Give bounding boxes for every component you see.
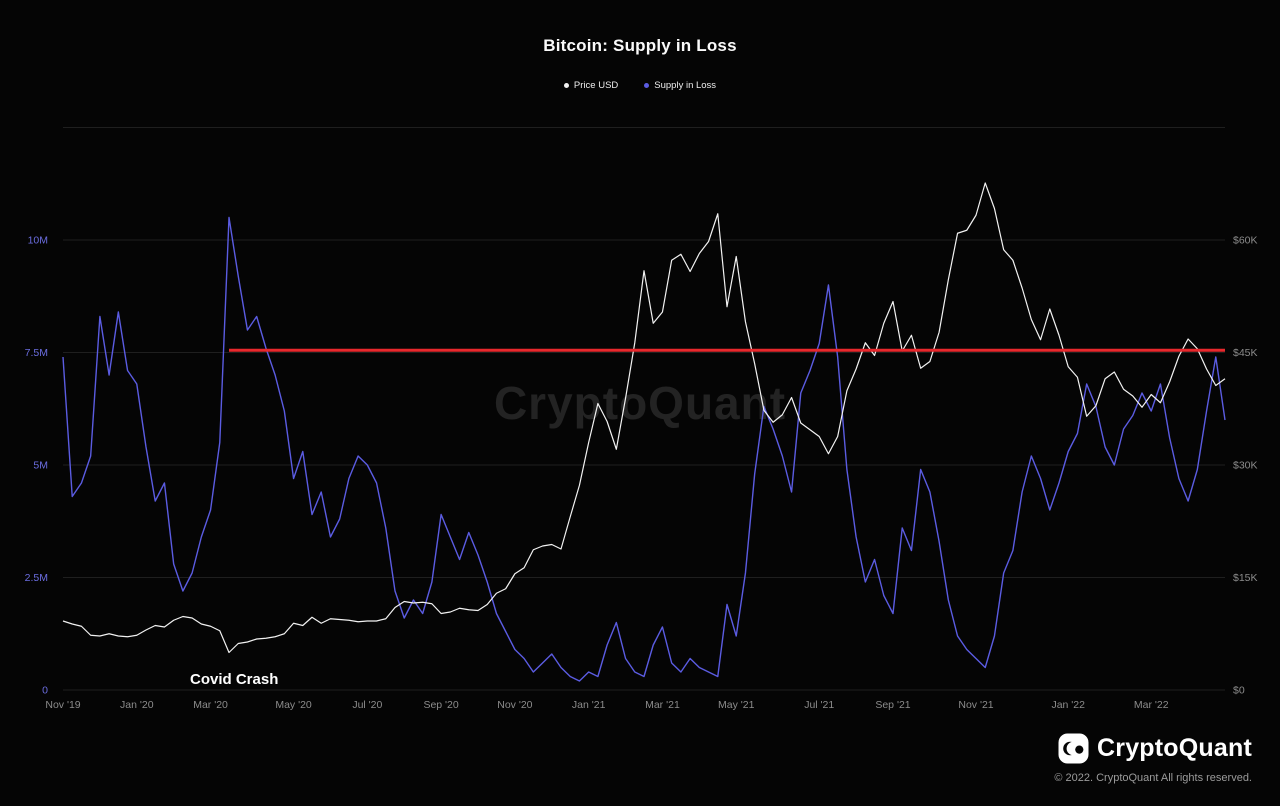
x-axis-label: Jan '20 <box>120 699 154 711</box>
y-axis-right-label: $30K <box>1233 460 1258 472</box>
y-axis-right-label: $45K <box>1233 347 1258 359</box>
x-axis-label: Mar '21 <box>645 699 680 711</box>
x-axis-label: Jan '21 <box>572 699 606 711</box>
x-axis-label: Nov '21 <box>958 699 993 711</box>
footer-brand: CryptoQuant <box>1058 733 1252 764</box>
covid-crash-annotation: Covid Crash <box>190 671 279 688</box>
price-series-dot-icon <box>563 83 569 88</box>
y-axis-left-label: 0 <box>42 685 48 697</box>
x-axis-label: Nov '20 <box>497 699 532 711</box>
x-axis-label: May '21 <box>718 699 755 711</box>
chart-legend: Price USD Supply in Loss <box>0 80 1280 91</box>
supply-in-loss-line <box>62 216 1226 682</box>
y-axis-left-label: 7.5M <box>25 347 48 359</box>
price-usd-line <box>62 182 1226 654</box>
x-axis-label: Jul '21 <box>804 699 834 711</box>
y-axis-right-label: $15K <box>1233 572 1258 584</box>
chart-plot-area: 0 2.5M 5M 7.5M 10M $0 $15K $30K $45K $60K Nov '19 J… <box>25 127 1258 711</box>
y-axis-left-label: 2.5M <box>25 572 48 584</box>
x-axis-label: Mar '22 <box>1134 699 1169 711</box>
legend-label-supply: Supply in Loss <box>654 80 717 91</box>
x-axis-label: Nov '19 <box>45 699 80 711</box>
y-axis-right-label: $60K <box>1233 235 1258 247</box>
x-axis-label: Mar '20 <box>193 699 228 711</box>
legend-item-supply-in-loss[interactable]: Supply in Loss <box>644 80 716 91</box>
copyright-text: © 2022. CryptoQuant All rights reserved. <box>1054 772 1252 784</box>
x-axis-label: Sep '21 <box>875 699 910 711</box>
legend-item-price-usd[interactable]: Price USD <box>563 80 619 91</box>
x-axis-label: Sep '20 <box>423 699 458 711</box>
supply-series-dot-icon <box>644 83 650 88</box>
cryptoquant-logo-icon <box>1058 733 1089 764</box>
y-axis-left-label: 10M <box>28 235 48 247</box>
cryptoquant-watermark: CryptoQuant <box>493 377 787 429</box>
x-axis-label: May '20 <box>275 699 312 711</box>
chart-title: Bitcoin: Supply in Loss <box>543 36 737 55</box>
legend-label-price: Price USD <box>573 80 619 91</box>
y-axis-right-label: $0 <box>1233 685 1245 697</box>
y-axis-left-label: 5M <box>33 460 48 472</box>
x-axis-label: Jul '20 <box>352 699 382 711</box>
x-axis-label: Jan '22 <box>1051 699 1085 711</box>
brand-name: CryptoQuant <box>1097 734 1252 762</box>
